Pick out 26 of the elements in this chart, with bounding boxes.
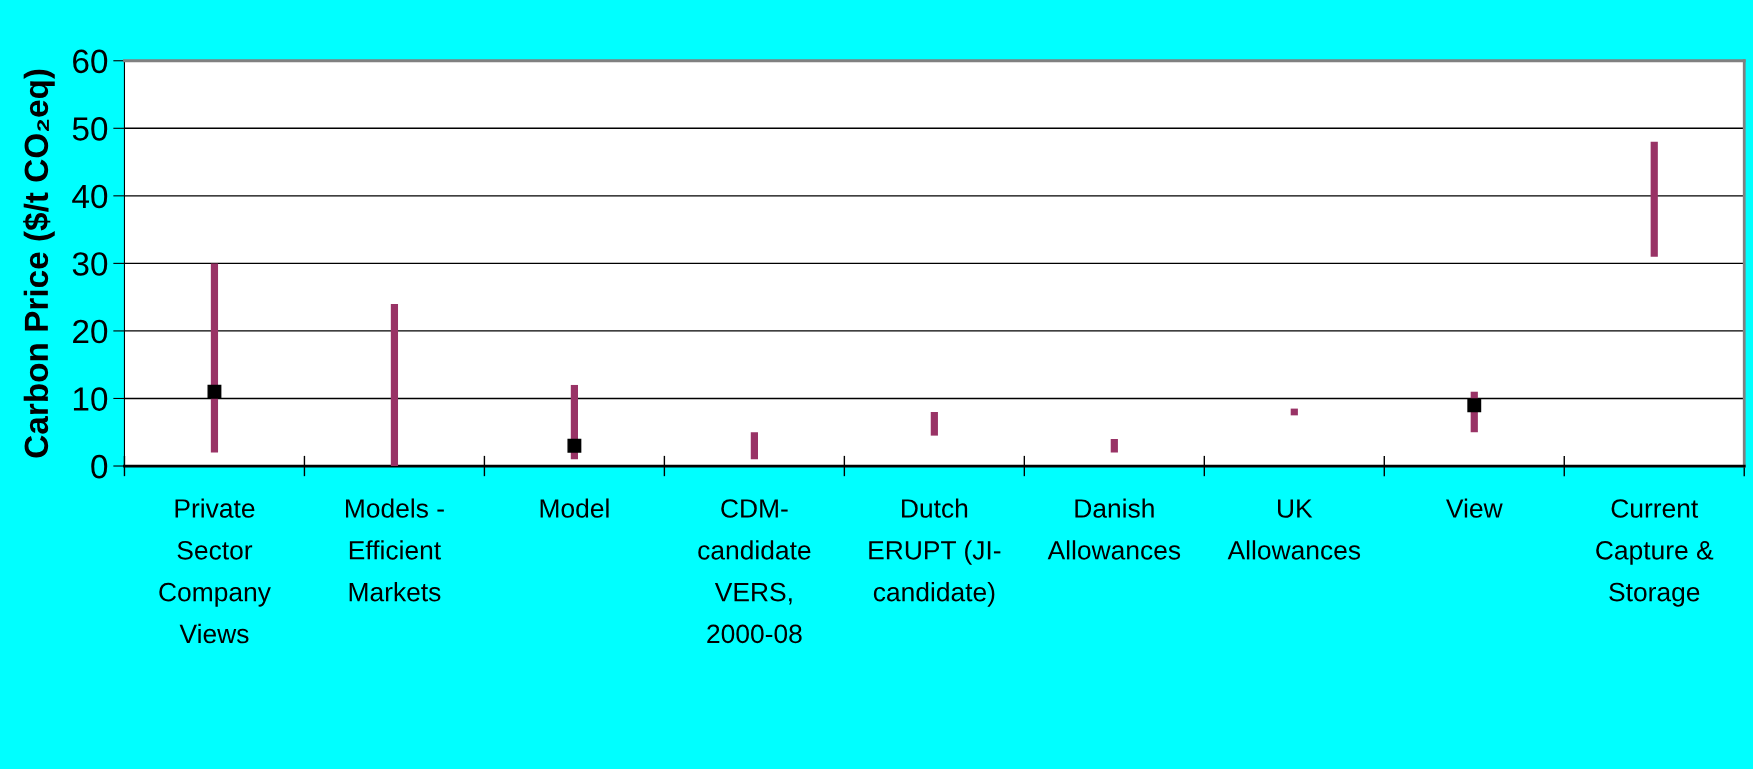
point <box>207 384 222 399</box>
bar <box>210 263 219 453</box>
x-tick-label: Models - Efficient Markets <box>346 498 444 602</box>
bar <box>930 411 938 436</box>
y-tick-label: 50 <box>72 117 108 141</box>
point <box>567 438 582 453</box>
bar <box>1110 439 1118 453</box>
x-tick-label: Danish Allowances <box>1047 498 1181 560</box>
x-tick-label: Dutch ERUPT (JI- candidate) <box>869 498 1001 607</box>
bar <box>750 432 758 460</box>
point <box>1467 398 1482 413</box>
bar <box>1650 141 1658 257</box>
x-tick-label: CDM- candidate VERS, 2000-08 <box>698 499 811 644</box>
x-tick-label: UK Allowances <box>1227 499 1361 560</box>
x-tick-label: Private Sector Company Views <box>159 498 271 644</box>
y-axis-title: Carbon Price ($/t CO₂eq) <box>23 69 55 458</box>
x-tick-label: View <box>1446 498 1503 518</box>
y-tick-label: 0 <box>91 454 108 479</box>
bar <box>390 303 399 467</box>
x-tick-label: Model <box>540 498 609 518</box>
x-tick-label: Current Capture & Storage <box>1596 499 1714 607</box>
y-tick-label: 40 <box>72 184 108 209</box>
y-tick-label: 60 <box>73 49 108 74</box>
y-tick-label: 30 <box>72 252 108 276</box>
y-tick-label: 20 <box>73 319 108 344</box>
y-tick-label: 10 <box>73 387 108 411</box>
